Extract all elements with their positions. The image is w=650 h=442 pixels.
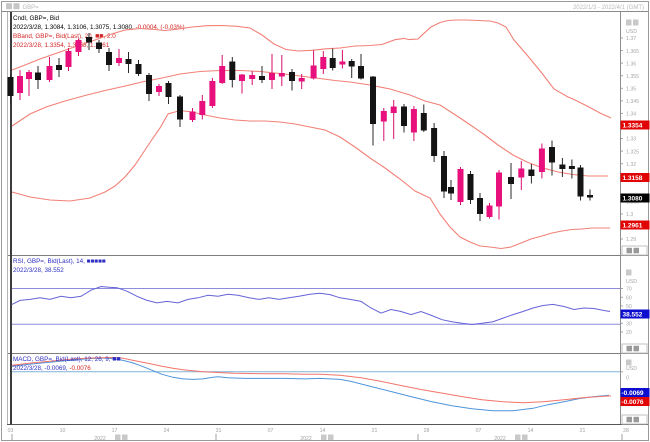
svg-text:1.365: 1.365 [626, 49, 639, 55]
svg-text:1.345: 1.345 [626, 99, 639, 105]
svg-text:-0.0069: -0.0069 [622, 390, 644, 397]
svg-text:1.33: 1.33 [626, 137, 636, 143]
svg-text:1.2961: 1.2961 [623, 223, 643, 230]
svg-text:1.3080: 1.3080 [623, 196, 643, 203]
svg-text:50: 50 [626, 304, 632, 310]
svg-text:MACD, GBP=, Bid(Last), 12, 26,: MACD, GBP=, Bid(Last), 12, 26, 9, ■■ [13, 356, 121, 363]
svg-text:14: 14 [320, 428, 326, 434]
svg-text:07: 07 [476, 428, 482, 434]
svg-text:1.305: 1.305 [626, 200, 639, 206]
svg-text:1.355: 1.355 [626, 74, 639, 80]
svg-text:03: 03 [8, 428, 14, 434]
svg-text:USD: USD [626, 366, 637, 372]
svg-text:2022/3/28, 38.552: 2022/3/28, 38.552 [13, 267, 64, 274]
svg-text:14: 14 [528, 428, 534, 434]
svg-text:1.34: 1.34 [626, 112, 636, 118]
svg-text:30: 30 [626, 322, 632, 328]
svg-text:2022/3/28, 1.3084, 1.3106, 1.3: 2022/3/28, 1.3084, 1.3106, 1.3075, 1.308… [13, 24, 185, 31]
svg-text:21: 21 [372, 428, 378, 434]
svg-text:USD: USD [626, 29, 637, 35]
svg-text:2022/3/28, 1.3354, 1.3158, 1.2: 2022/3/28, 1.3354, 1.3158, 1.2961 [13, 42, 110, 49]
svg-text:0: 0 [626, 376, 629, 382]
svg-text:1.29: 1.29 [626, 237, 636, 243]
svg-text:1.32: 1.32 [626, 162, 636, 168]
svg-text:2022: 2022 [300, 436, 312, 442]
svg-text:20: 20 [626, 330, 632, 336]
svg-text:2022: 2022 [494, 436, 506, 442]
svg-text:1.37: 1.37 [626, 36, 636, 42]
svg-text:Cndl, GBP=, Bid: Cndl, GBP=, Bid [13, 15, 60, 22]
svg-text:RSI, GBP=, Bid(Last), 14, ■■■■: RSI, GBP=, Bid(Last), 14, ■■■■■ [13, 258, 106, 265]
svg-text:38.552: 38.552 [623, 312, 643, 319]
svg-text:24: 24 [164, 428, 170, 434]
svg-text:28: 28 [623, 428, 629, 434]
svg-text:31: 31 [216, 428, 222, 434]
svg-text:17: 17 [112, 428, 118, 434]
svg-text:2022/3/28, -0.0069, -0.0076: 2022/3/28, -0.0069, -0.0076 [13, 365, 91, 372]
svg-text:21: 21 [580, 428, 586, 434]
svg-text:1.36: 1.36 [626, 61, 636, 67]
svg-text:28: 28 [424, 428, 430, 434]
svg-text:2022/1/3 - 2022/4/1 (GMT): 2022/1/3 - 2022/4/1 (GMT) [573, 5, 644, 11]
svg-text:1.325: 1.325 [626, 149, 639, 155]
svg-text:1.3354: 1.3354 [623, 123, 643, 130]
svg-text:1.3158: 1.3158 [623, 175, 643, 182]
svg-text:10: 10 [60, 428, 66, 434]
svg-text:1.35: 1.35 [626, 87, 636, 93]
svg-text:USD: USD [626, 279, 637, 285]
svg-text:GBP=: GBP= [23, 5, 40, 11]
svg-text:-0.0076: -0.0076 [622, 399, 644, 406]
svg-text:70: 70 [626, 287, 632, 293]
svg-text:07: 07 [268, 428, 274, 434]
svg-text:BBand, GBP=, Bid(Last), 20, ■■: BBand, GBP=, Bid(Last), 20, ■■, 2.0 [13, 33, 116, 40]
svg-text:1.3: 1.3 [626, 212, 633, 218]
svg-text:2022: 2022 [94, 436, 106, 442]
svg-text:60: 60 [626, 296, 632, 302]
